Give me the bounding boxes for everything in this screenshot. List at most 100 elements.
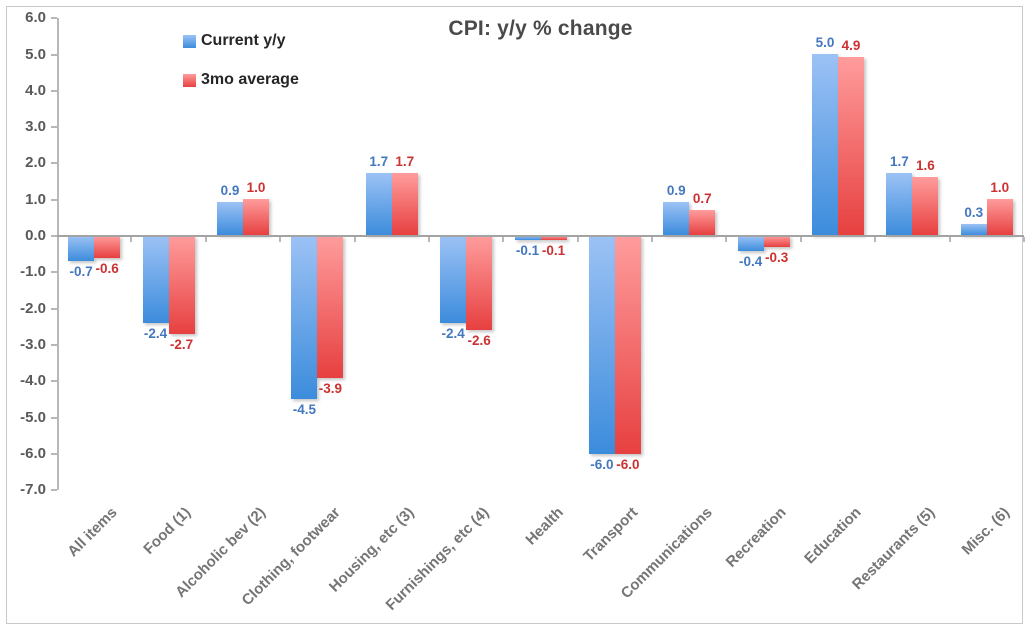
- bar-current-yy: [365, 173, 392, 235]
- value-label-3mo-average: 4.9: [841, 38, 861, 54]
- legend-label-3mo-average: 3mo average: [201, 71, 299, 88]
- y-tick-mark: [51, 307, 57, 310]
- legend-label-current-yy: Current y/y: [201, 32, 286, 49]
- bar-3mo-average: [391, 173, 418, 235]
- x-tick-mark: [725, 236, 728, 242]
- bar-current-yy: [514, 236, 541, 240]
- y-tick-mark: [51, 162, 57, 165]
- value-label-3mo-average: 1.0: [990, 179, 1010, 195]
- bar-3mo-average: [986, 198, 1013, 235]
- y-tick-mark: [51, 235, 57, 237]
- bar-current-yy: [960, 224, 987, 235]
- bar-current-yy: [737, 236, 764, 251]
- y-tick-label: 4.0: [25, 81, 46, 99]
- value-label-current-yy: -0.4: [739, 253, 763, 269]
- y-tick-mark: [51, 489, 57, 492]
- y-tick-mark: [51, 89, 57, 92]
- x-tick-mark: [799, 236, 802, 242]
- bar-3mo-average: [540, 236, 567, 240]
- bar-current-yy: [812, 53, 839, 235]
- value-label-current-yy: 1.7: [369, 154, 389, 170]
- value-label-current-yy: -0.1: [515, 242, 540, 258]
- value-label-3mo-average: 1.7: [395, 154, 415, 170]
- legend: Current y/y 3mo average: [183, 31, 299, 109]
- value-label-3mo-average: 1.6: [916, 157, 935, 173]
- bar-3mo-average: [838, 57, 865, 235]
- y-tick-mark: [51, 53, 57, 56]
- x-tick-mark: [651, 236, 654, 242]
- value-label-3mo-average: -2.7: [169, 337, 194, 352]
- y-tick-mark: [51, 271, 57, 274]
- value-label-3mo-average: -3.9: [318, 380, 342, 396]
- bar-3mo-average: [689, 209, 716, 235]
- x-tick-mark: [502, 236, 505, 242]
- value-label-current-yy: -6.0: [590, 456, 614, 472]
- x-axis-zero-line: [57, 234, 1024, 237]
- y-tick-label: -7.0: [20, 481, 46, 499]
- bar-current-yy: [216, 202, 243, 235]
- x-tick-mark: [1023, 236, 1025, 242]
- chart-title: CPI: y/y % change: [448, 17, 633, 40]
- y-tick-label: 2.0: [25, 154, 46, 172]
- value-label-3mo-average: -6.0: [616, 456, 640, 472]
- y-tick-label: -1.0: [20, 263, 46, 281]
- x-tick-mark: [130, 236, 133, 242]
- bar-3mo-average: [614, 236, 641, 454]
- bar-3mo-average: [168, 236, 195, 334]
- y-tick-mark: [51, 17, 57, 20]
- value-label-current-yy: -4.5: [292, 402, 316, 418]
- value-label-current-yy: 1.7: [890, 154, 909, 170]
- y-tick-label: 5.0: [25, 45, 46, 63]
- x-tick-mark: [948, 236, 951, 242]
- y-tick-label: -3.0: [20, 335, 46, 353]
- y-tick-label: -4.0: [20, 372, 46, 390]
- value-label-current-yy: 5.0: [815, 34, 835, 50]
- value-label-current-yy: 0.3: [964, 205, 984, 221]
- y-axis-line: [57, 18, 59, 491]
- bar-current-yy: [663, 202, 690, 235]
- bar-current-yy: [68, 236, 95, 262]
- bar-3mo-average: [763, 236, 790, 247]
- bar-3mo-average: [94, 236, 121, 258]
- bar-current-yy: [440, 236, 467, 324]
- y-tick-label: -5.0: [20, 408, 46, 426]
- bar-current-yy: [291, 236, 318, 400]
- y-tick-mark: [51, 416, 57, 419]
- value-label-current-yy: 0.9: [220, 183, 240, 199]
- y-tick-label: 3.0: [25, 118, 46, 136]
- value-label-3mo-average: 1.0: [246, 179, 266, 195]
- value-label-3mo-average: -0.1: [541, 242, 566, 258]
- value-label-3mo-average: 0.7: [692, 190, 712, 206]
- value-label-current-yy: -2.4: [143, 326, 168, 342]
- bar-current-yy: [142, 236, 169, 324]
- y-tick-mark: [51, 198, 57, 201]
- x-tick-mark: [353, 236, 356, 242]
- value-label-current-yy: -2.4: [441, 326, 465, 342]
- bar-current-yy: [886, 173, 913, 235]
- value-label-3mo-average: -0.3: [765, 249, 789, 265]
- x-tick-mark: [279, 236, 282, 242]
- x-tick-mark: [427, 236, 430, 242]
- bar-3mo-average: [317, 236, 344, 378]
- y-tick-label: -2.0: [20, 299, 46, 317]
- bar-3mo-average: [912, 176, 939, 235]
- y-tick-mark: [51, 343, 57, 346]
- value-label-current-yy: 0.9: [666, 183, 686, 199]
- legend-item-3mo-average: 3mo average: [183, 70, 299, 90]
- y-tick-label: -6.0: [20, 444, 46, 462]
- y-tick-mark: [51, 452, 57, 455]
- legend-swatch-red-icon: [183, 73, 196, 87]
- y-tick-mark: [51, 126, 57, 129]
- bar-current-yy: [588, 236, 615, 454]
- legend-item-current-yy: Current y/y: [183, 31, 299, 51]
- legend-swatch-blue-icon: [183, 34, 196, 48]
- value-label-3mo-average: -0.6: [95, 260, 119, 276]
- x-tick-mark: [576, 236, 579, 242]
- value-label-current-yy: -0.7: [69, 264, 93, 280]
- y-tick-label: 0.0: [25, 227, 46, 244]
- bar-3mo-average: [466, 236, 493, 331]
- value-label-3mo-average: -2.6: [467, 333, 491, 349]
- y-tick-label: 6.0: [25, 9, 46, 27]
- y-tick-mark: [51, 380, 57, 383]
